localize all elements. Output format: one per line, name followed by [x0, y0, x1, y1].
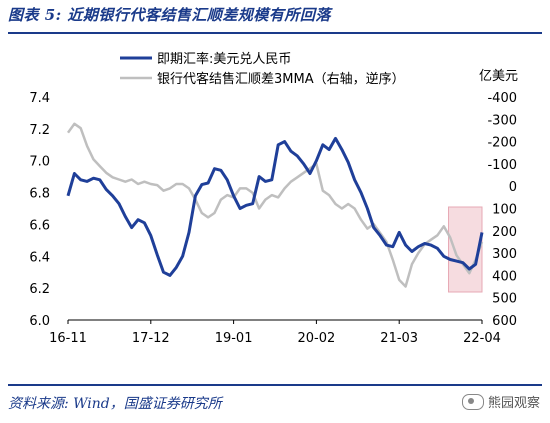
footer-rule [8, 384, 542, 386]
series-line-surplus [66, 122, 484, 288]
x-tick-label: 17-12 [132, 331, 170, 346]
left-tick-label: 6.0 [29, 314, 50, 329]
legend-label: 银行代客结售汇顺差3MMA（右轴，逆序） [157, 71, 405, 87]
watermark-text: 熊园观察 [487, 396, 540, 411]
right-tick-label: 500 [492, 292, 517, 307]
right-tick-label: 0 [509, 180, 517, 195]
wechat-icon [461, 393, 484, 410]
left-tick-label: 7.2 [29, 123, 50, 138]
right-tick-label: -100 [487, 158, 517, 173]
right-tick-label: 600 [492, 314, 517, 329]
left-tick-label: 6.2 [29, 282, 50, 297]
x-tick-label: 16-11 [49, 331, 87, 346]
legend-label: 即期汇率:美元兑人民币 [157, 51, 291, 67]
right-tick-label: 300 [492, 247, 517, 262]
left-tick-label: 7.0 [29, 155, 50, 170]
x-tick-label: 20-02 [298, 331, 336, 346]
x-tick-label: 21-03 [380, 331, 418, 346]
right-tick-label: -300 [487, 113, 517, 128]
left-tick-label: 6.6 [29, 218, 50, 233]
watermark: 熊园观察 [461, 392, 540, 411]
chart-title: 图表 5: 近期银行代客结售汇顺差规模有所回落 [8, 6, 331, 24]
source-note: 资料来源: Wind，国盛证券研究所 [8, 396, 222, 412]
right-tick-label: -200 [487, 136, 517, 151]
left-tick-label: 6.4 [29, 250, 50, 265]
right-tick-label: -400 [487, 91, 517, 106]
right-tick-label: 100 [492, 203, 517, 218]
title-rule [8, 32, 542, 34]
x-tick-label: 19-01 [215, 331, 253, 346]
right-axis-unit: 亿美元 [479, 69, 518, 84]
series-line-fx [66, 136, 484, 277]
left-tick-label: 7.4 [29, 91, 50, 106]
x-tick-label: 22-04 [463, 331, 501, 346]
right-tick-label: 400 [492, 269, 517, 284]
left-tick-label: 6.8 [29, 187, 50, 202]
right-tick-label: 200 [492, 225, 517, 240]
